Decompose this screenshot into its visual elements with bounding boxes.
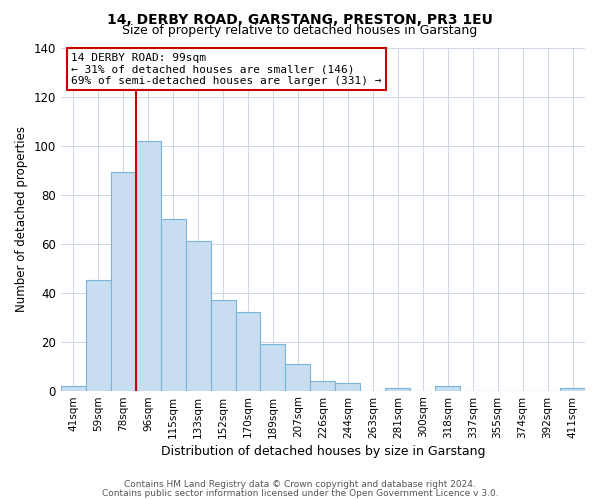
Bar — [211, 300, 236, 390]
Bar — [161, 219, 185, 390]
Bar — [560, 388, 585, 390]
Text: 14, DERBY ROAD, GARSTANG, PRESTON, PR3 1EU: 14, DERBY ROAD, GARSTANG, PRESTON, PR3 1… — [107, 12, 493, 26]
Bar — [435, 386, 460, 390]
Bar — [385, 388, 410, 390]
Bar — [260, 344, 286, 391]
Bar — [185, 241, 211, 390]
Bar — [335, 383, 361, 390]
Bar — [86, 280, 111, 390]
Text: Size of property relative to detached houses in Garstang: Size of property relative to detached ho… — [122, 24, 478, 37]
Y-axis label: Number of detached properties: Number of detached properties — [15, 126, 28, 312]
Bar — [136, 140, 161, 390]
X-axis label: Distribution of detached houses by size in Garstang: Distribution of detached houses by size … — [161, 444, 485, 458]
Bar — [236, 312, 260, 390]
Bar — [111, 172, 136, 390]
Text: Contains public sector information licensed under the Open Government Licence v : Contains public sector information licen… — [101, 489, 499, 498]
Text: Contains HM Land Registry data © Crown copyright and database right 2024.: Contains HM Land Registry data © Crown c… — [124, 480, 476, 489]
Bar — [61, 386, 86, 390]
Text: 14 DERBY ROAD: 99sqm
← 31% of detached houses are smaller (146)
69% of semi-deta: 14 DERBY ROAD: 99sqm ← 31% of detached h… — [71, 52, 382, 86]
Bar — [286, 364, 310, 390]
Bar — [310, 381, 335, 390]
